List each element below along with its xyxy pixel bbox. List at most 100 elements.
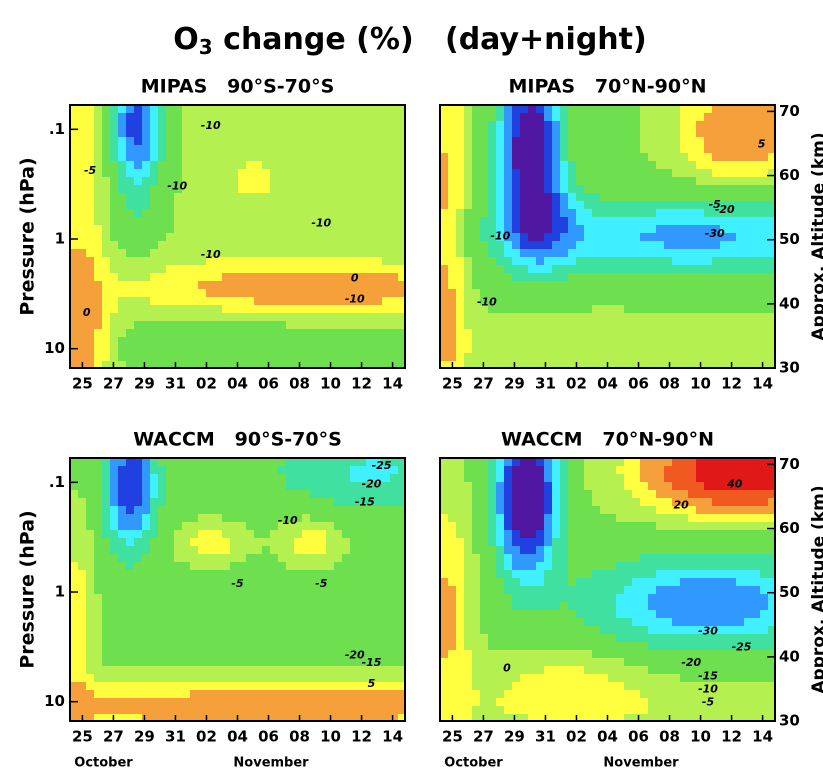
contour-cell — [664, 185, 672, 193]
contour-cell — [608, 570, 616, 578]
contour-cell — [110, 177, 118, 185]
contour-cell — [214, 249, 222, 257]
contour-cell — [230, 482, 238, 490]
contour-cell — [158, 602, 166, 610]
contour-cell — [736, 241, 744, 249]
contour-cell — [504, 554, 512, 562]
contour-cell — [262, 546, 270, 554]
contour-cell — [238, 313, 246, 321]
contour-cell — [544, 257, 552, 265]
contour-cell — [504, 698, 512, 706]
contour-cell — [736, 105, 744, 113]
contour-cell — [576, 666, 584, 674]
contour-cell — [520, 714, 528, 721]
contour-cell — [262, 698, 270, 706]
contour-cell — [536, 474, 544, 482]
contour-cell — [118, 113, 126, 121]
contour-cell — [78, 578, 86, 586]
contour-cell — [182, 618, 190, 626]
contour-cell — [536, 145, 544, 153]
contour-cell — [744, 313, 752, 321]
contour-cell — [592, 137, 600, 145]
contour-cell — [278, 482, 286, 490]
contour-cell — [350, 273, 358, 281]
contour-cell — [326, 570, 334, 578]
contour-cell — [504, 113, 512, 121]
contour-cell — [214, 289, 222, 297]
contour-cell — [374, 345, 382, 353]
contour-cell — [488, 650, 496, 658]
contour-cell — [294, 185, 302, 193]
contour-cell — [142, 233, 150, 241]
contour-cell — [150, 113, 158, 121]
contour-cell — [744, 361, 752, 368]
contour-cell — [158, 209, 166, 217]
contour-cell — [728, 241, 736, 249]
contour-cell — [70, 337, 78, 345]
contour-cell — [262, 329, 270, 337]
contour-cell — [520, 241, 528, 249]
contour-cell — [214, 353, 222, 361]
contour-cell — [190, 626, 198, 634]
contour-cell — [254, 225, 262, 233]
contour-cell — [286, 257, 294, 265]
contour-cell — [94, 658, 102, 666]
contour-cell — [206, 161, 214, 169]
contour-cell — [302, 113, 310, 121]
contour-cell — [520, 233, 528, 241]
contour-cell — [480, 594, 488, 602]
contour-cell — [278, 137, 286, 145]
contour-cell — [688, 273, 696, 281]
contour-cell — [504, 642, 512, 650]
contour-cell — [318, 618, 326, 626]
contour-cell — [254, 105, 262, 113]
contour-cell — [214, 618, 222, 626]
contour-cell — [142, 145, 150, 153]
contour-cell — [326, 562, 334, 570]
contour-cell — [600, 658, 608, 666]
contour-cell — [366, 281, 374, 289]
contour-cell — [688, 169, 696, 177]
contour-cell — [576, 265, 584, 273]
contour-cell — [680, 241, 688, 249]
contour-cell — [552, 498, 560, 506]
contour-cell — [158, 706, 166, 714]
contour-cell — [728, 337, 736, 345]
contour-cell — [480, 169, 488, 177]
contour-cell — [358, 297, 366, 305]
contour-cell — [246, 570, 254, 578]
contour-cell — [110, 530, 118, 538]
contour-cell — [480, 650, 488, 658]
contour-cell — [448, 602, 456, 610]
contour-cell — [302, 161, 310, 169]
contour-cell — [512, 353, 520, 361]
contour-cell — [768, 305, 775, 313]
contour-cell — [246, 305, 254, 313]
x-tick-label: 31 — [165, 728, 186, 746]
x-tick-label: 25 — [72, 375, 93, 393]
contour-cell — [520, 626, 528, 634]
contour-cell — [448, 185, 456, 193]
contour-cell — [206, 201, 214, 209]
contour-cell — [464, 586, 472, 594]
contour-cell — [94, 594, 102, 602]
contour-cell — [390, 201, 398, 209]
contour-cell — [592, 634, 600, 642]
contour-cell — [398, 281, 405, 289]
contour-cell — [366, 185, 374, 193]
contour-cell — [472, 185, 480, 193]
contour-cell — [86, 289, 94, 297]
contour-cell — [472, 474, 480, 482]
contour-cell — [366, 642, 374, 650]
contour-cell — [536, 297, 544, 305]
contour-cell — [166, 225, 174, 233]
contour-cell — [182, 177, 190, 185]
contour-cell — [488, 145, 496, 153]
contour-cell — [150, 586, 158, 594]
contour-cell — [512, 233, 520, 241]
contour-cell — [680, 177, 688, 185]
contour-cell — [206, 265, 214, 273]
contour-cell — [190, 249, 198, 257]
contour-cell — [126, 706, 134, 714]
contour-cell — [696, 169, 704, 177]
